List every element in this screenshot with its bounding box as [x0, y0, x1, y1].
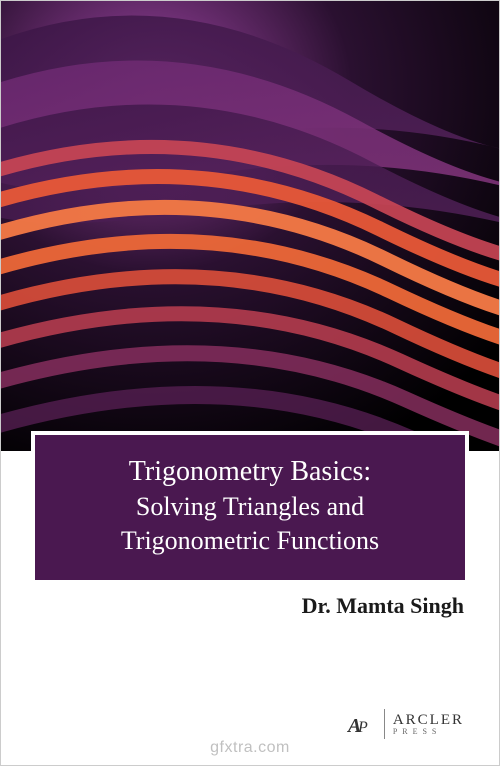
publisher-text: ARCLER PRESS: [393, 713, 464, 736]
book-cover: Trigonometry Basics: Solving Triangles a…: [0, 0, 500, 766]
wave-graphic: [1, 1, 499, 451]
book-subtitle-line2: Trigonometric Functions: [50, 525, 450, 558]
author-name: Dr. Mamta Singh: [302, 593, 464, 619]
cover-artwork: [1, 1, 499, 451]
publisher-logo-icon: A P: [344, 708, 376, 740]
book-title-main: Trigonometry Basics:: [50, 455, 450, 489]
publisher-name: ARCLER: [393, 713, 464, 728]
title-box: Trigonometry Basics: Solving Triangles a…: [31, 431, 469, 584]
svg-text:P: P: [357, 719, 368, 736]
publisher-press: PRESS: [393, 728, 464, 736]
book-subtitle-line1: Solving Triangles and: [50, 491, 450, 524]
publisher-block: A P ARCLER PRESS: [344, 708, 464, 740]
watermark-text: gfxtra.com: [210, 739, 290, 757]
publisher-divider: [384, 709, 385, 739]
